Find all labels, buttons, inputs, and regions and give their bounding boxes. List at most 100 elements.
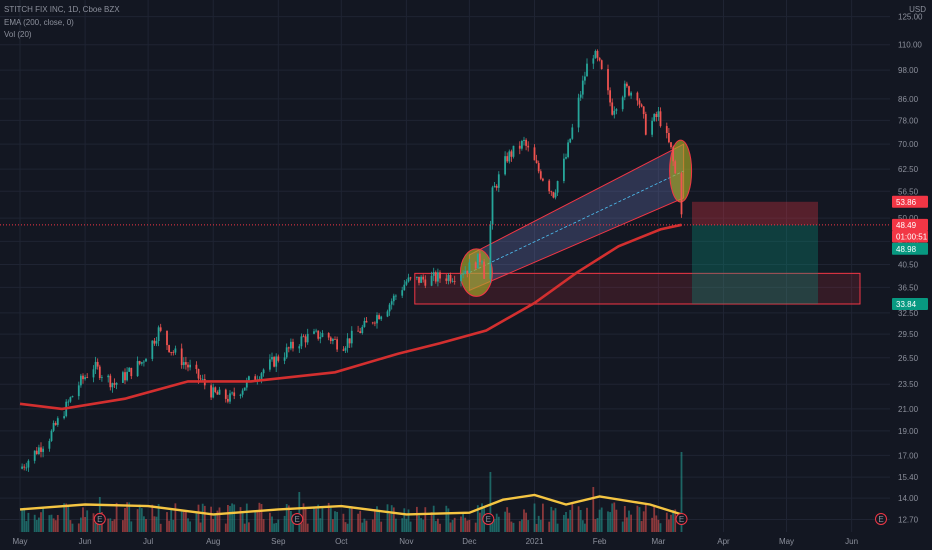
volume-bar: [185, 510, 187, 532]
y-tick-label: 78.00: [898, 116, 919, 125]
volume-bar: [319, 518, 322, 532]
volume-bar: [187, 518, 189, 532]
candle-body: [199, 378, 202, 380]
candle-body: [96, 361, 99, 367]
volume-bar: [334, 511, 336, 532]
candle-body: [359, 331, 362, 334]
volume-bar: [621, 521, 624, 532]
volume-bar: [342, 513, 345, 532]
volume-bar: [409, 521, 412, 532]
candle-body: [92, 369, 95, 378]
y-tick-label: 70.00: [898, 140, 919, 149]
y-tick-label: 86.00: [898, 95, 919, 104]
volume-bar: [403, 508, 406, 532]
volume-bar: [290, 510, 292, 532]
volume-bar: [306, 523, 309, 532]
volume-bar: [344, 522, 347, 532]
volume-bar: [174, 503, 177, 532]
candle-body: [598, 57, 601, 61]
volume-bar: [609, 512, 611, 532]
candle-body: [630, 92, 632, 96]
candle-body: [195, 364, 198, 370]
earnings-circle: [291, 513, 304, 525]
ema-legend[interactable]: EMA (200, close, 0): [4, 18, 74, 27]
volume-bar: [655, 515, 658, 532]
candle-body: [651, 120, 653, 135]
candle-body: [476, 253, 479, 269]
volume-legend[interactable]: Vol (20): [4, 30, 32, 39]
volume-bar: [565, 511, 567, 532]
volume-bar: [84, 517, 86, 532]
x-tick-label: Dec: [462, 537, 476, 546]
volume-bar: [313, 507, 315, 532]
candle-body: [302, 336, 305, 338]
candle-body: [140, 362, 143, 364]
volume-bar: [166, 512, 168, 532]
price-tag-label: 33.84: [896, 300, 917, 309]
price-tag-label: 53.86: [896, 198, 917, 207]
grid: [0, 0, 890, 532]
candle-body: [306, 333, 309, 343]
price-tag-label: 48.98: [896, 245, 917, 254]
candle-body: [25, 467, 28, 469]
volume-bar: [292, 514, 294, 532]
volume-bar: [447, 508, 450, 532]
candle-body: [361, 326, 364, 334]
candle-body: [621, 97, 624, 110]
candle-body: [313, 331, 315, 334]
volume-bar: [260, 504, 263, 532]
candle-body: [668, 132, 670, 143]
candle-body: [504, 156, 506, 175]
candle-body: [495, 185, 498, 188]
x-tick-label: Jun: [79, 537, 92, 546]
candle-body: [388, 304, 391, 312]
y-tick-label: 26.50: [898, 354, 919, 363]
candle-body: [374, 322, 376, 324]
candle-body: [153, 340, 156, 344]
candle-body: [626, 83, 628, 87]
ema-200-line: [19, 223, 682, 411]
price-tag-box: [892, 195, 928, 208]
volume-bar: [497, 516, 500, 532]
volume-bar: [71, 523, 74, 532]
volume-bar: [491, 518, 494, 532]
volume-bar: [680, 452, 683, 532]
candle-body: [180, 348, 183, 366]
symbol-title[interactable]: STITCH FIX INC, 1D, Cboe BZX: [4, 5, 120, 14]
candle-body: [69, 397, 72, 402]
volume-bar: [239, 507, 242, 532]
time-axis[interactable]: May Jun Jul Aug Sep Oct Nov Dec 2021 Feb Mar Apr May…: [12, 537, 858, 546]
volume-bar: [552, 510, 555, 532]
candle-body: [460, 274, 462, 282]
volume-bar: [111, 520, 114, 532]
volume-bar: [613, 502, 616, 532]
price-axis[interactable]: 12.70 14.00 15.40 17.00 19.00 21.00 23.50 26.50…: [890, 0, 932, 550]
volume-bar: [567, 518, 569, 532]
volume-bar: [56, 514, 59, 532]
volume-bar: [277, 519, 280, 532]
candle-body: [63, 416, 65, 419]
candle-body: [321, 333, 324, 337]
volume-bar: [623, 506, 626, 532]
volume-bar: [386, 504, 389, 532]
candle-body: [304, 336, 307, 343]
candle-body: [98, 366, 101, 378]
x-tick-label: 2021: [526, 537, 544, 546]
candle-body: [245, 380, 248, 388]
y-tick-label: 36.50: [898, 283, 919, 292]
volume-bar: [392, 507, 395, 532]
volume-bar: [462, 512, 464, 532]
volume-bar: [346, 523, 349, 532]
candle-body: [275, 356, 278, 367]
candle-body: [182, 362, 185, 366]
candle-body: [273, 356, 275, 367]
volume-bar: [130, 521, 133, 532]
candle-body: [420, 276, 422, 283]
candle-body: [138, 361, 141, 364]
volume-bar: [374, 509, 376, 532]
drawing-zones[interactable]: [414, 139, 861, 305]
currency-label[interactable]: USD: [909, 5, 926, 14]
y-tick-label: 15.40: [898, 473, 919, 482]
